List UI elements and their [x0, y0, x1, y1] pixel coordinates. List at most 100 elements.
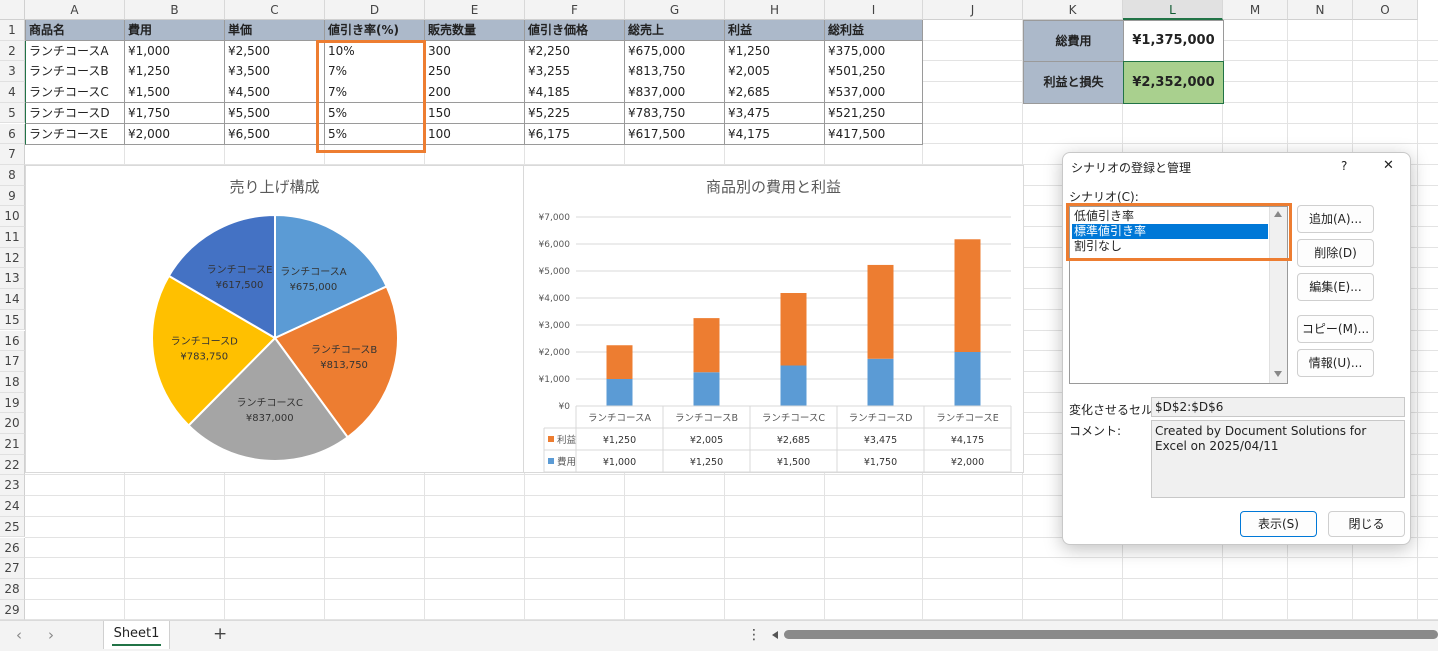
close-dialog-button[interactable]: 閉じる	[1328, 511, 1405, 537]
table-cell[interactable]: ¥1,250	[125, 61, 225, 83]
column-header-f[interactable]: F	[525, 0, 625, 20]
table-cell[interactable]: ¥1,000	[125, 40, 225, 62]
bar-segment-profit[interactable]	[954, 239, 981, 352]
table-cell[interactable]: ¥4,500	[225, 82, 325, 104]
column-header-o[interactable]: O	[1353, 0, 1418, 20]
column-header-m[interactable]: M	[1223, 0, 1288, 20]
delete-scenario-button[interactable]: 削除(D)	[1297, 239, 1374, 267]
table-cell[interactable]: ¥3,475	[725, 102, 825, 124]
table-cell[interactable]: ¥4,185	[525, 82, 625, 104]
row-header-15[interactable]: 15	[0, 309, 25, 331]
table-cell[interactable]: ¥675,000	[625, 40, 725, 62]
row-header-10[interactable]: 10	[0, 206, 25, 227]
edit-scenario-button[interactable]: 編集(E)...	[1297, 273, 1374, 301]
bar-segment-profit[interactable]	[693, 318, 720, 373]
row-header-7[interactable]: 7	[0, 144, 25, 165]
row-header-26[interactable]: 26	[0, 537, 25, 559]
table-cell[interactable]: ¥3,255	[525, 61, 625, 83]
close-icon[interactable]: ✕	[1383, 158, 1394, 173]
table-cell[interactable]: ¥2,500	[225, 40, 325, 62]
row-header-25[interactable]: 25	[0, 516, 25, 538]
row-header-6[interactable]: 6	[0, 123, 25, 145]
select-all-corner[interactable]	[0, 0, 25, 20]
table-cell[interactable]: ¥501,250	[825, 61, 923, 83]
table-cell[interactable]: 5%	[325, 102, 425, 124]
bar-segment-cost[interactable]	[693, 372, 720, 406]
prev-sheet-icon[interactable]: ‹	[16, 626, 22, 644]
pie-slice[interactable]	[187, 336, 350, 462]
column-header-b[interactable]: B	[125, 0, 225, 20]
pie-slice[interactable]	[274, 213, 388, 340]
table-cell[interactable]: ¥813,750	[625, 61, 725, 83]
row-header-16[interactable]: 16	[0, 330, 25, 352]
pie-chart[interactable]: 売り上げ構成 ランチコースA ¥675,000 ランチコースB ¥813,750 ランチ…	[25, 165, 524, 473]
table-cell[interactable]: ¥5,500	[225, 102, 325, 124]
table-cell[interactable]: ¥2,685	[725, 82, 825, 104]
table-cell[interactable]: ランチコースB	[25, 61, 125, 83]
column-header-e[interactable]: E	[425, 0, 525, 20]
column-header-j[interactable]: J	[923, 0, 1023, 20]
table-header-cell[interactable]: 商品名	[25, 20, 125, 42]
column-header-i[interactable]: I	[825, 0, 923, 20]
row-header-23[interactable]: 23	[0, 475, 25, 497]
table-cell[interactable]: 200	[425, 82, 525, 104]
row-header-1[interactable]: 1	[0, 20, 25, 41]
next-sheet-icon[interactable]: ›	[48, 626, 54, 644]
pie-slice[interactable]	[167, 213, 276, 340]
add-sheet-button[interactable]: +	[213, 624, 228, 644]
row-header-27[interactable]: 27	[0, 558, 25, 579]
column-header-l[interactable]: L	[1123, 0, 1223, 20]
row-header-17[interactable]: 17	[0, 351, 25, 372]
table-header-cell[interactable]: 総利益	[825, 20, 923, 42]
bar-segment-profit[interactable]	[867, 264, 894, 359]
row-header-9[interactable]: 9	[0, 185, 25, 207]
table-cell[interactable]: ¥1,250	[725, 40, 825, 62]
profit-loss-value[interactable]: ¥2,352,000	[1123, 61, 1224, 104]
table-cell[interactable]: ¥837,000	[625, 82, 725, 104]
table-header-cell[interactable]: 費用	[125, 20, 225, 42]
row-header-13[interactable]: 13	[0, 268, 25, 290]
table-cell[interactable]: ¥3,500	[225, 61, 325, 83]
table-cell[interactable]: ランチコースE	[25, 123, 125, 145]
bar-chart[interactable]: 商品別の費用と利益 ¥0 ¥1,000 ¥2,000 ¥3,000 ¥4,000 ¥5,0…	[523, 165, 1024, 473]
table-cell[interactable]: ¥417,500	[825, 123, 923, 145]
horizontal-scrollbar[interactable]	[784, 630, 1438, 639]
column-header-h[interactable]: H	[725, 0, 825, 20]
bar-segment-profit[interactable]	[606, 345, 633, 379]
table-cell[interactable]: ¥4,175	[725, 123, 825, 145]
table-cell[interactable]: ¥6,500	[225, 123, 325, 145]
row-header-22[interactable]: 22	[0, 454, 25, 476]
table-cell[interactable]: ¥1,750	[125, 102, 225, 124]
table-cell[interactable]: 7%	[325, 82, 425, 104]
table-cell[interactable]: 100	[425, 123, 525, 145]
table-cell[interactable]: ¥1,500	[125, 82, 225, 104]
row-header-19[interactable]: 19	[0, 392, 25, 414]
column-header-d[interactable]: D	[325, 0, 425, 20]
table-cell[interactable]: 5%	[325, 123, 425, 145]
bar-segment-cost[interactable]	[780, 365, 807, 407]
table-cell[interactable]: ランチコースD	[25, 102, 125, 124]
bar-segment-cost[interactable]	[954, 352, 981, 406]
pie-slice[interactable]	[151, 274, 277, 427]
column-header-g[interactable]: G	[625, 0, 725, 20]
row-header-24[interactable]: 24	[0, 496, 25, 517]
tab-options-icon[interactable]: ⋮	[747, 627, 761, 643]
add-scenario-button[interactable]: 追加(A)...	[1297, 205, 1374, 233]
table-header-cell[interactable]: 値引き価格	[525, 20, 625, 42]
table-cell[interactable]: ¥375,000	[825, 40, 923, 62]
bar-segment-profit[interactable]	[780, 293, 807, 366]
scenario-list-item[interactable]: 標準値引き率	[1072, 224, 1268, 239]
copy-scenario-button[interactable]: コピー(M)...	[1297, 315, 1374, 343]
row-header-28[interactable]: 28	[0, 578, 25, 600]
show-button[interactable]: 表示(S)	[1240, 511, 1317, 537]
scroll-down-icon[interactable]	[1274, 371, 1282, 377]
table-cell[interactable]: ¥6,175	[525, 123, 625, 145]
table-cell[interactable]: 250	[425, 61, 525, 83]
row-header-20[interactable]: 20	[0, 413, 25, 434]
help-button[interactable]: ?	[1341, 159, 1348, 173]
table-cell[interactable]: ¥2,000	[125, 123, 225, 145]
scroll-left-icon[interactable]	[772, 631, 778, 639]
row-header-3[interactable]: 3	[0, 61, 25, 83]
table-cell[interactable]: 150	[425, 102, 525, 124]
